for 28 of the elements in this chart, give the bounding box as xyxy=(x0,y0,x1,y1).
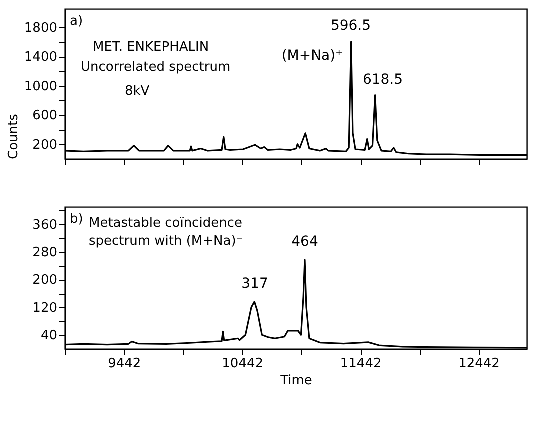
x-tick-label: 10442 xyxy=(222,356,264,372)
y-tick-label: 360 xyxy=(32,218,58,233)
y-tick-label: 1800 xyxy=(24,20,58,36)
y-tick-label: 200 xyxy=(32,138,58,153)
annotation: (M+Na)⁺ xyxy=(282,48,343,64)
annotation: Uncorrelated spectrum xyxy=(81,60,231,75)
y-tick-label: 600 xyxy=(32,108,58,124)
annotation: 464 xyxy=(292,234,318,250)
annotation: 317 xyxy=(242,276,268,292)
annotation: MET. ENKEPHALIN xyxy=(93,40,210,55)
annotation: a) xyxy=(70,14,84,29)
y-tick-label: 40 xyxy=(40,328,58,344)
annotation: Metastable coïncidence xyxy=(89,216,242,231)
annotation: spectrum with (M+Na)⁻ xyxy=(89,234,244,249)
x-tick-label: 11442 xyxy=(340,356,382,372)
y-tick-label: 120 xyxy=(32,300,58,316)
annotation: 596.5 xyxy=(330,18,372,34)
y-tick-label: 200 xyxy=(32,273,58,288)
annotation: b) xyxy=(70,212,84,227)
x-tick-label: 12442 xyxy=(458,356,500,372)
y-tick-label: 280 xyxy=(32,246,58,261)
x-tick-label: 9442 xyxy=(108,356,142,372)
y-tick-label: 1000 xyxy=(24,79,58,94)
y-tick-label: 1400 xyxy=(24,50,58,66)
annotation: 8kV xyxy=(125,84,150,99)
y-axis-title: Counts xyxy=(6,114,22,160)
x-axis-title: Time xyxy=(280,374,312,388)
annotation: 618.5 xyxy=(362,72,404,88)
